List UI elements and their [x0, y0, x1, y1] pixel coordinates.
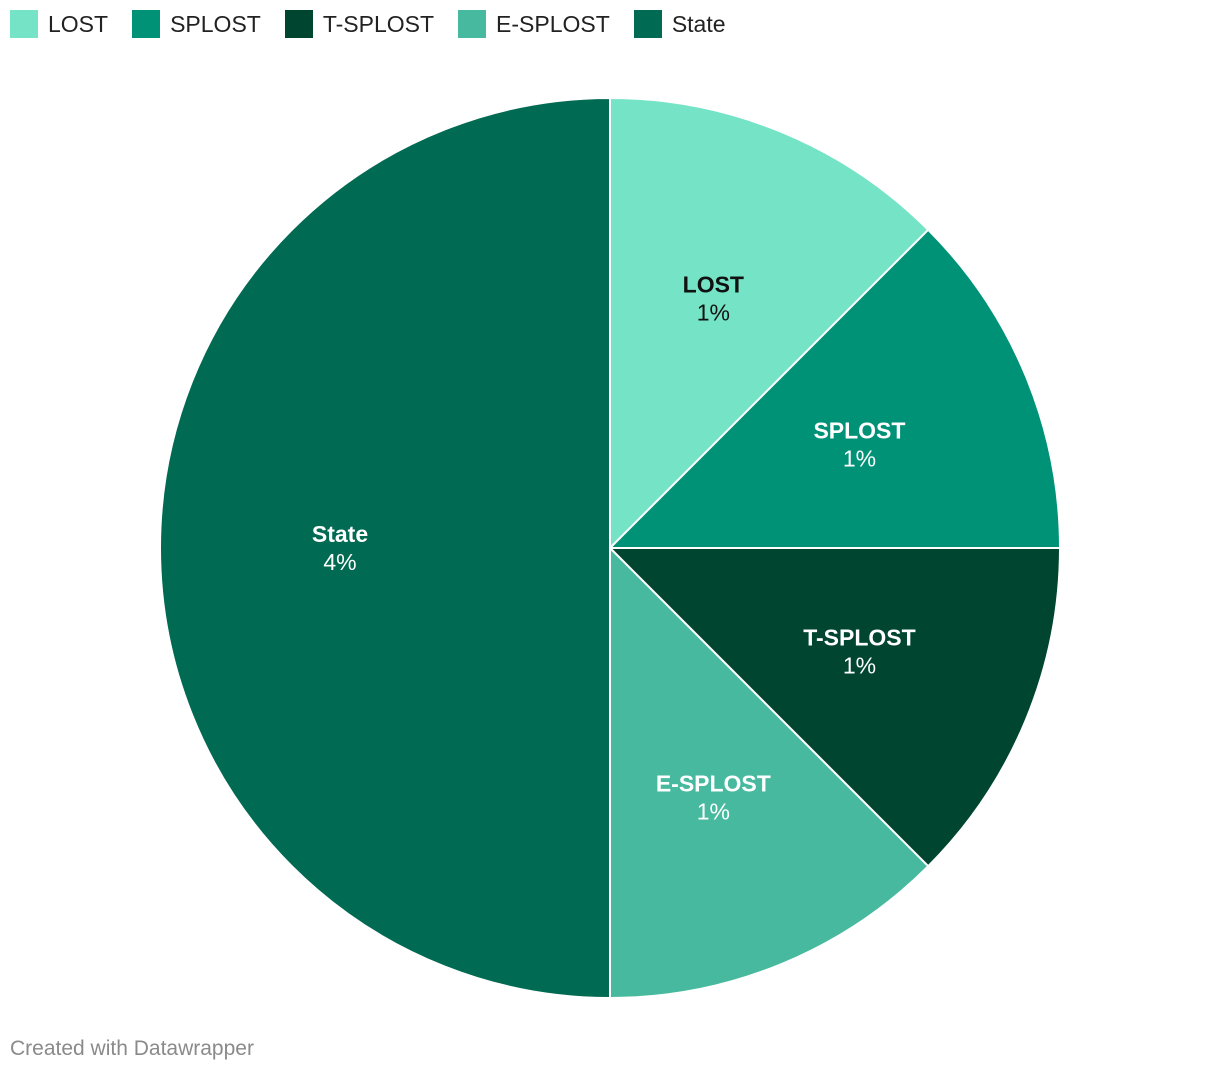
slice-value-state: 4% — [323, 549, 356, 575]
slice-label-lost: LOST — [683, 272, 744, 298]
legend-label-t-splost: T-SPLOST — [322, 10, 435, 37]
pie-slice-splost — [607, 228, 1062, 549]
legend-swatch-splost — [132, 10, 161, 38]
slice-value-t-splost: 1% — [843, 652, 876, 678]
pie-slice-state — [159, 96, 611, 1000]
datawrapper-credit: Created with Datawrapper — [10, 1037, 254, 1060]
legend-swatch-state — [633, 10, 662, 38]
slice-value-e-splost: 1% — [697, 798, 730, 824]
legend-label-e-splost: E-SPLOST — [496, 10, 610, 37]
legend-item-state: State — [633, 10, 726, 38]
legend-item-e-splost: E-SPLOST — [458, 10, 610, 38]
legend-swatch-e-splost — [458, 10, 487, 38]
pie-slice-lost — [609, 96, 930, 551]
legend-swatch-t-splost — [284, 10, 313, 38]
slice-label-state: State — [312, 521, 368, 547]
slice-label-splost: SPLOST — [813, 418, 905, 444]
legend-item-lost: LOST — [10, 10, 108, 38]
legend-label-lost: LOST — [48, 10, 109, 37]
slice-label-t-splost: T-SPLOST — [803, 624, 915, 650]
legend-item-splost: SPLOST — [132, 10, 261, 38]
pie-slice-e-splost — [609, 545, 930, 1000]
legend-item-t-splost: T-SPLOST — [284, 10, 435, 38]
legend-label-splost: SPLOST — [170, 10, 261, 37]
legend-label-state: State — [671, 10, 726, 37]
pie-slice-t-splost — [607, 547, 1062, 868]
legend-swatch-lost — [10, 10, 38, 38]
chart-legend: LOST SPLOST T-SPLOST E-SPLOST State — [10, 9, 750, 39]
slice-value-splost: 1% — [843, 446, 876, 472]
slice-label-e-splost: E-SPLOST — [656, 770, 771, 796]
slice-value-lost: 1% — [697, 300, 730, 326]
